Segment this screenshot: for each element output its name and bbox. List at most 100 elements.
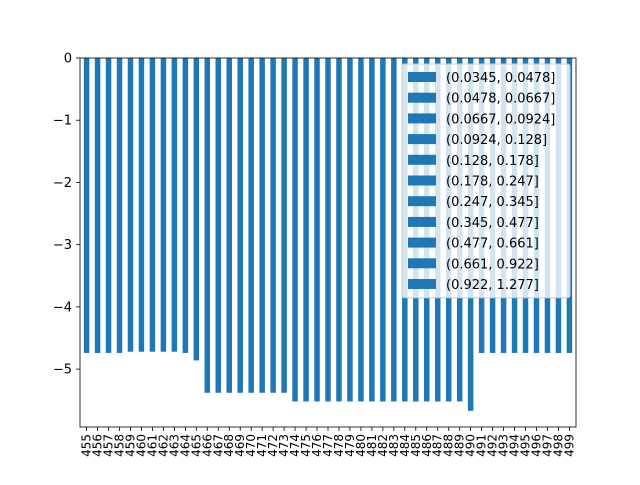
bar-477 [325, 58, 331, 402]
bar-480 [358, 58, 364, 402]
xtick-label: 473 [277, 434, 291, 457]
xtick-label: 472 [266, 434, 280, 457]
xtick-label: 467 [211, 434, 225, 457]
xtick-label: 486 [420, 434, 434, 457]
bar-469 [237, 58, 243, 393]
bar-483 [391, 58, 397, 402]
bar-475 [303, 58, 309, 402]
xtick-label: 492 [486, 434, 500, 457]
bar-468 [226, 58, 232, 393]
bar-482 [380, 58, 386, 402]
bar-471 [259, 58, 265, 393]
legend-swatch [408, 237, 436, 248]
xtick-label: 461 [145, 434, 159, 457]
bar-478 [336, 58, 342, 402]
xtick-label: 481 [365, 434, 379, 457]
legend-label: (0.0345, 0.0478] [446, 71, 555, 86]
bar-462 [160, 58, 167, 352]
bar-466 [204, 58, 211, 393]
legend-swatch [408, 113, 436, 124]
xtick-label: 499 [562, 434, 576, 457]
xtick-label: 482 [376, 434, 390, 457]
bar-456 [94, 58, 101, 353]
xtick-label: 478 [332, 434, 346, 457]
xtick-label: 489 [453, 434, 467, 457]
legend: (0.0345, 0.0478] (0.0478, 0.0667] (0.0667,… [401, 63, 571, 299]
xtick-label: 471 [255, 434, 269, 457]
xtick-label: 483 [387, 434, 401, 457]
legend-label: (0.922, 1.277] [446, 278, 539, 293]
xtick-label: 468 [222, 434, 236, 457]
legend-label: (0.661, 0.922] [446, 257, 539, 272]
legend-swatch [408, 154, 436, 165]
xtick-label: 460 [134, 434, 148, 457]
xtick-label: 496 [529, 434, 543, 457]
xtick-label: 455 [80, 434, 94, 457]
legend-swatch [408, 216, 436, 227]
ytick-label: −1 [53, 114, 72, 129]
xtick-label: 484 [398, 434, 412, 457]
xtick-label: 463 [167, 434, 181, 457]
bar-481 [369, 58, 375, 402]
xtick-label: 465 [189, 434, 203, 457]
legend-label: (0.247, 0.345] [446, 195, 539, 210]
xtick-label: 476 [310, 434, 324, 457]
bar-460 [138, 58, 145, 352]
bar-457 [105, 58, 112, 353]
bar-479 [347, 58, 353, 402]
legend-label: (0.178, 0.247] [446, 175, 539, 190]
xtick-label: 490 [464, 434, 478, 457]
xtick-label: 479 [343, 434, 357, 457]
bar-465 [193, 58, 200, 361]
legend-label: (0.0924, 0.128] [446, 133, 547, 148]
bar-461 [149, 58, 156, 352]
legend-label: (0.477, 0.661] [446, 237, 539, 252]
legend-swatch [408, 258, 436, 269]
ytick-label: −3 [53, 238, 72, 253]
legend-box [401, 63, 571, 299]
ytick-label: 0 [64, 52, 72, 67]
bar-455 [83, 58, 90, 353]
bar-476 [314, 58, 320, 402]
xtick-label: 485 [409, 434, 423, 457]
xtick-label: 487 [431, 434, 445, 457]
xtick-label: 464 [178, 434, 192, 457]
legend-label: (0.345, 0.477] [446, 216, 539, 231]
ytick-label: −2 [53, 176, 72, 191]
xtick-label: 458 [113, 434, 127, 457]
axes-layer: 0−1−2−3−4−545545645745845946046146246346… [53, 52, 577, 457]
xtick-label: 459 [123, 434, 137, 457]
xtick-label: 475 [299, 434, 313, 457]
legend-swatch [408, 92, 436, 103]
xtick-label: 495 [519, 434, 533, 457]
xtick-label: 457 [102, 434, 116, 457]
xtick-label: 474 [288, 434, 302, 457]
xtick-label: 462 [156, 434, 170, 457]
bar-473 [281, 58, 287, 393]
xtick-label: 498 [551, 434, 565, 457]
bar-459 [127, 58, 134, 352]
legend-swatch [408, 72, 436, 82]
xtick-label: 456 [91, 434, 105, 457]
xtick-label: 470 [244, 434, 258, 457]
legend-swatch [408, 279, 436, 289]
legend-swatch [408, 196, 436, 207]
bar-474 [292, 58, 298, 402]
xtick-label: 477 [321, 434, 335, 457]
xtick-label: 480 [354, 434, 368, 457]
bar-467 [215, 58, 222, 393]
ytick-label: −4 [53, 300, 72, 315]
xtick-label: 466 [200, 434, 214, 457]
legend-label: (0.0667, 0.0924] [446, 112, 555, 127]
xtick-label: 491 [475, 434, 489, 457]
ytick-label: −5 [53, 363, 72, 378]
xtick-label: 469 [233, 434, 247, 457]
legend-label: (0.0478, 0.0667] [446, 92, 555, 107]
bar-464 [182, 58, 189, 353]
bar-470 [248, 58, 254, 393]
xtick-label: 493 [497, 434, 511, 457]
bar-463 [171, 58, 178, 352]
legend-swatch [408, 175, 436, 186]
bar-458 [116, 58, 123, 353]
